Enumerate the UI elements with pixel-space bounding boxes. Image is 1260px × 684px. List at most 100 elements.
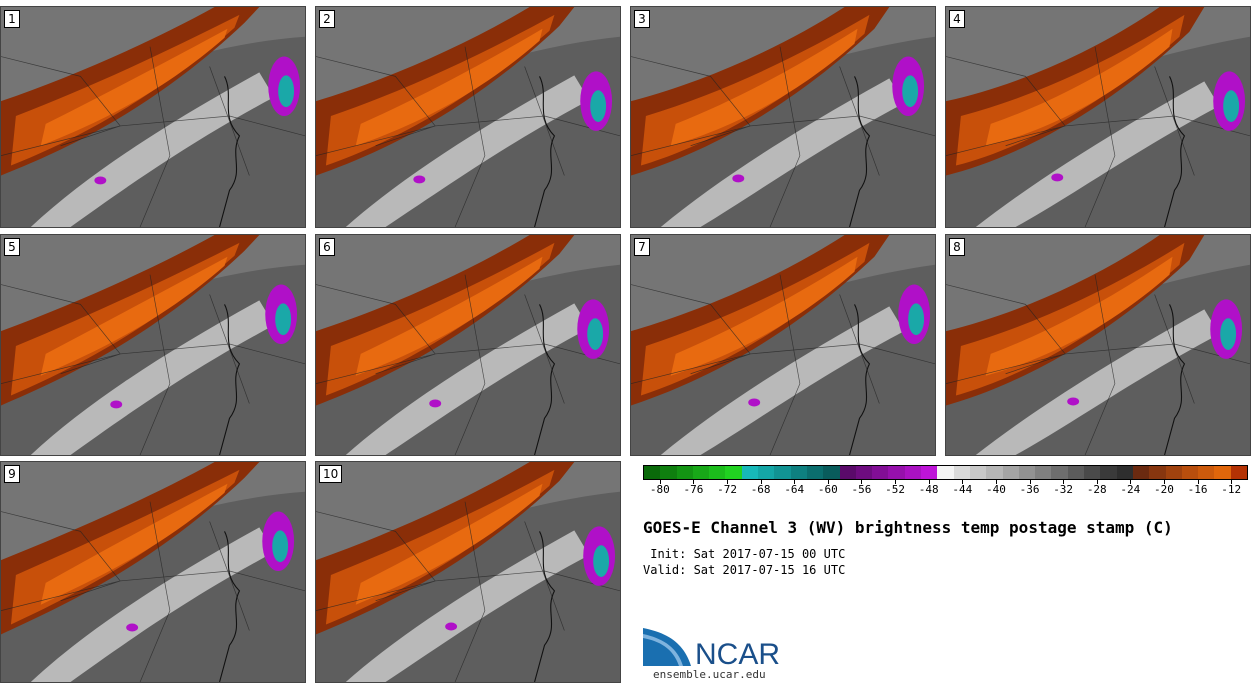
colorbar-tick	[962, 480, 964, 484]
state-borders	[946, 274, 1250, 455]
panel-number: 5	[4, 238, 20, 256]
colorbar-tick-label: -40	[985, 483, 1006, 496]
stamp-panel-5: 5	[0, 234, 306, 456]
colorbar-swatch	[904, 466, 922, 479]
state-borders	[316, 501, 620, 682]
colorbar-swatch	[1165, 466, 1182, 479]
convection-small	[429, 399, 442, 408]
stamp-panel-2: 2	[315, 6, 621, 228]
convection-core	[1220, 318, 1237, 350]
state-borders	[1, 46, 305, 227]
dry-slot-core	[355, 256, 543, 376]
coastline	[219, 531, 241, 682]
colorbar-tick	[827, 480, 829, 484]
colorbar-tick-label: -68	[750, 483, 771, 496]
panel-map	[1, 235, 305, 455]
panel-map	[316, 235, 620, 455]
colorbar-swatch	[1067, 466, 1085, 479]
colorbar-tick	[861, 480, 863, 484]
state-borders	[631, 46, 935, 227]
colorbar-swatch	[872, 466, 889, 479]
colorbar-swatch	[1100, 466, 1117, 479]
convection-small	[94, 176, 107, 185]
colorbar-swatch	[969, 466, 987, 479]
colorbar-tick	[1231, 480, 1233, 484]
colorbar-swatch	[1181, 466, 1199, 479]
convection-small	[413, 175, 426, 184]
dry-slot-core	[355, 483, 543, 605]
colorbar-tick-label: -48	[918, 483, 939, 496]
convection-core	[587, 318, 604, 350]
panel-number: 7	[634, 238, 650, 256]
state-borders	[316, 274, 620, 455]
colorbar-tick-label: -56	[851, 483, 872, 496]
colorbar-swatch	[709, 466, 726, 479]
colorbar-tick-label: -76	[683, 483, 704, 496]
colorbar-swatch	[1084, 466, 1101, 479]
colorbar-tick-label: -16	[1187, 483, 1208, 496]
panel-number: 9	[4, 465, 20, 483]
panel-number: 4	[949, 10, 965, 28]
colorbar-swatch	[741, 466, 759, 479]
moist-region	[30, 527, 275, 682]
stamp-panel-10: 10	[315, 461, 621, 683]
colorbar-swatch	[676, 466, 693, 479]
dry-slot-core	[355, 28, 543, 146]
init-time: Init: Sat 2017-07-15 00 UTC	[643, 547, 846, 561]
panel-map	[316, 462, 620, 682]
panel-map	[1, 7, 305, 227]
colorbar-tick	[760, 480, 762, 484]
dry-slot-core	[40, 28, 228, 146]
dry-slot-core	[40, 256, 228, 376]
panel-number: 10	[319, 465, 343, 483]
colorbar-swatch	[986, 466, 1003, 479]
colorbar-swatch	[660, 466, 677, 479]
colorbar-swatch	[1002, 466, 1019, 479]
coastline	[534, 304, 556, 455]
colorbar-swatch	[855, 466, 873, 479]
panel-map	[946, 235, 1250, 455]
colorbar-tick-label: -64	[784, 483, 805, 496]
moist-region	[345, 303, 590, 455]
stamp-panel-3: 3	[630, 6, 936, 228]
colorbar-tick-label: -20	[1154, 483, 1174, 496]
panel-map	[316, 7, 620, 227]
state-borders	[1, 501, 305, 682]
coastline	[1164, 304, 1186, 455]
colorbar-swatch	[758, 466, 775, 479]
panel-map	[631, 235, 935, 455]
dry-slot-core	[670, 256, 858, 376]
convection-small	[445, 622, 458, 631]
colorbar-tick-label: -52	[885, 483, 906, 496]
colorbar-tick-label: -60	[817, 483, 838, 496]
colorbar-tick-label: -72	[717, 483, 737, 496]
panel-number: 8	[949, 238, 965, 256]
panel-map	[946, 7, 1250, 227]
dry-slot-core	[985, 28, 1173, 146]
coastline	[1164, 76, 1186, 227]
colorbar-swatch	[1035, 466, 1052, 479]
colorbar-swatch	[1214, 466, 1231, 479]
stamp-panel-4: 4	[945, 6, 1251, 228]
coastline	[534, 531, 556, 682]
convection-core	[902, 75, 919, 108]
dry-slot-core	[985, 256, 1173, 376]
logo-text: NCAR	[695, 638, 780, 670]
ncar-logo: NCAR	[643, 628, 780, 670]
convection-core	[590, 90, 607, 122]
moist-region	[30, 300, 275, 455]
convection-core	[278, 75, 295, 108]
colorbar-tick	[1163, 480, 1165, 484]
colorbar-swatch	[806, 466, 824, 479]
convection-small	[1051, 173, 1064, 182]
coastline	[219, 76, 241, 227]
stamp-panel-8: 8	[945, 234, 1251, 456]
colorbar-tick	[928, 480, 930, 484]
colorbar-swatch	[1116, 466, 1133, 479]
logo-arc-icon	[643, 634, 683, 666]
colorbar	[643, 465, 1248, 480]
coastline	[849, 304, 871, 455]
coastline	[849, 76, 871, 227]
moist-region	[660, 306, 905, 455]
panel-number: 6	[319, 238, 335, 256]
